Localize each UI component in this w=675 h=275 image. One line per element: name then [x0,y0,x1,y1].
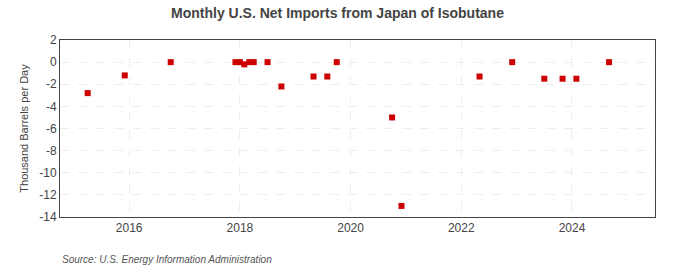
svg-text:0: 0 [50,55,57,69]
svg-text:2018: 2018 [227,221,254,235]
svg-text:-4: -4 [46,100,57,114]
svg-text:2: 2 [50,33,57,47]
svg-text:2024: 2024 [559,221,586,235]
svg-text:Monthly U.S. Net Imports from: Monthly U.S. Net Imports from Japan of I… [171,5,504,21]
svg-text:-14: -14 [39,210,57,224]
svg-text:2020: 2020 [337,221,364,235]
svg-text:Thousand Barrels per Day: Thousand Barrels per Day [18,64,30,193]
svg-text:-8: -8 [46,144,57,158]
svg-text:-12: -12 [39,188,57,202]
svg-text:-6: -6 [46,122,57,136]
svg-text:2022: 2022 [448,221,475,235]
svg-text:2016: 2016 [116,221,143,235]
svg-text:-10: -10 [39,166,57,180]
svg-text:Source: U.S. Energy Informatio: Source: U.S. Energy Information Administ… [62,254,272,265]
svg-text:-2: -2 [46,77,57,91]
